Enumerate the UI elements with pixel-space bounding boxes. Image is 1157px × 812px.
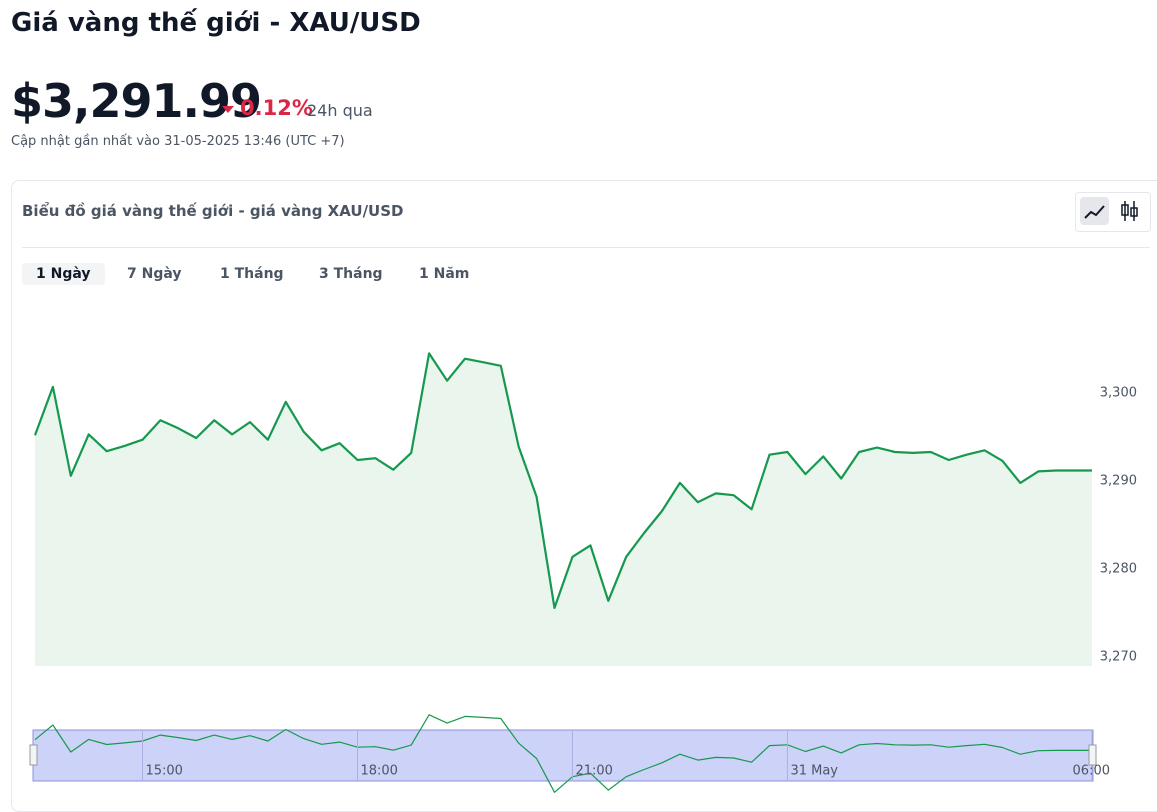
chart-type-toggle: [1075, 192, 1151, 232]
tab[interactable]: 1 Ngày: [22, 263, 105, 285]
y-tick-label: 3,280: [1100, 562, 1137, 577]
card-title: Biểu đồ giá vàng thế giới - giá vàng XAU…: [22, 202, 404, 220]
tab[interactable]: 7 Ngày: [127, 266, 182, 282]
x-tick-label: 15:00: [145, 764, 182, 779]
x-tick-label: 06:00: [1073, 764, 1110, 779]
tab[interactable]: 1 Năm: [419, 266, 470, 282]
down-arrow: [222, 106, 234, 113]
tab[interactable]: 3 Tháng: [319, 266, 383, 282]
change-value: 0.12%: [240, 96, 313, 120]
area: [35, 353, 1092, 666]
chart: 3,270 3,280 3,290 3,300 15:00 18:00 21:00 31 Ma…: [29, 201, 1138, 793]
y-tick-label: 3,290: [1100, 474, 1137, 489]
page: {"header": {"title": "Giá vàng thế giới …: [11, 8, 1157, 812]
x-tick-label: 31 May: [790, 764, 838, 779]
line-navigator: [34, 714, 1092, 793]
line-chart-button[interactable]: [1080, 197, 1109, 225]
navigator[interactable]: [32, 729, 1094, 782]
line-icon: [1084, 205, 1105, 219]
divider: [22, 247, 1150, 248]
line: [33, 352, 1092, 609]
y-tick-label: 3,270: [1100, 650, 1137, 665]
navigator-handle[interactable]: [29, 744, 38, 766]
updated-time: Cập nhật gần nhất vào 31-05-2025 13:46 (…: [11, 134, 345, 149]
page-title: Giá vàng thế giới - XAU/USD: [11, 8, 421, 38]
period: 24h qua: [307, 101, 373, 120]
y-tick-label: 3,300: [1100, 386, 1137, 401]
x-tick-label: 21:00: [575, 764, 612, 779]
candle-icon[interactable]: [1121, 201, 1138, 221]
x-tick-label: 18:00: [360, 764, 397, 779]
price: $3,291.99: [11, 74, 262, 128]
tab[interactable]: 1 Tháng: [220, 266, 284, 282]
navigator-handle[interactable]: [1088, 744, 1097, 766]
